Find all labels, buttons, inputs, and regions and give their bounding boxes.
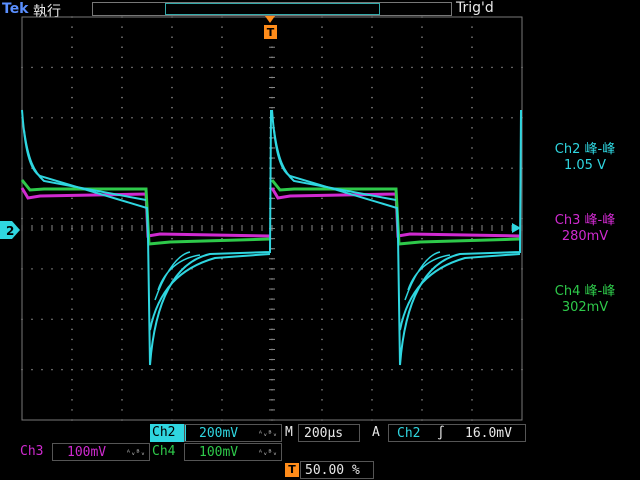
ch2-label[interactable]: Ch2 [150,424,186,442]
bandwidth-limit-icon: ᴬᵥᴮᵥ [258,448,278,457]
horizontal-position-value: 50.00 % [305,463,360,478]
waveforms [20,109,522,366]
readout-row-2: Ch3 100mV ᴬᵥᴮᵥ Ch4 100mV ᴬᵥᴮᵥ [0,443,640,461]
bandwidth-limit-icon: ᴬᵥᴮᵥ [126,448,146,457]
trigger-position-marker[interactable]: T [264,16,277,39]
graticule [21,16,523,421]
status-bar: Tek 執行 Trig'd [0,0,640,20]
ch3-label[interactable]: Ch3 [20,444,44,459]
measurement-label: Ch2 峰-峰 [554,142,616,157]
record-length-bar [92,2,452,16]
ch2-scale-box[interactable]: 200mV ᴬᵥᴮᵥ [184,424,282,442]
rising-edge-icon: ∫ [437,426,445,441]
trigger-box[interactable]: Ch2 ∫ 16.0mV [388,424,526,442]
run-state-label: 執行 [33,4,61,20]
ch2-ground-marker[interactable]: 2 [0,221,20,239]
measurement-value: 280mV [561,229,609,244]
timebase-box[interactable]: 200µs [298,424,360,442]
ch3-scale-box[interactable]: 100mV ᴬᵥᴮᵥ [52,443,150,461]
measurement-ch2: Ch2 峰-峰 1.05 V [530,142,640,174]
trigger-level-marker[interactable] [512,223,521,233]
ch2-waveform [21,109,522,366]
record-view-window [165,3,380,15]
ch2-ground-label: 2 [6,224,14,238]
ch2-waveform-persistence [154,251,451,301]
ch2-waveform-persistence [23,129,521,331]
readout-row-1: Ch2 200mV ᴬᵥᴮᵥ M 200µs A Ch2 ∫ 16.0mV [0,424,640,442]
measurement-value: 302mV [561,300,609,315]
ch4-waveform [20,179,521,246]
measurement-label: Ch4 峰-峰 [554,284,616,299]
measurement-label: Ch3 峰-峰 [554,213,616,228]
trigger-position-label: T [267,26,275,39]
ch3-scale: 100mV [67,445,107,460]
timebase-value: 200µs [304,426,344,441]
horizontal-position-icon: T [285,463,299,477]
ch2-scale: 200mV [199,426,239,441]
brand-logo: Tek [2,1,29,17]
trigger-level: 16.0mV [465,426,512,441]
trigger-mode: A [372,425,380,440]
readout-row-3: T 50.00 % [0,461,640,479]
trigger-status-label: Trig'd [456,0,494,16]
ch4-label[interactable]: Ch4 [152,444,176,459]
trigger-source: Ch2 [397,426,421,441]
measurement-ch3: Ch3 峰-峰 280mV [530,213,640,245]
bandwidth-limit-icon: ᴬᵥᴮᵥ [258,429,278,438]
measurement-ch4: Ch4 峰-峰 302mV [530,284,640,316]
ch4-scale: 100mV [199,445,239,460]
timebase-label: M [285,425,293,440]
horizontal-position-box[interactable]: 50.00 % [300,461,374,479]
measurement-value: 1.05 V [564,158,606,173]
ch4-scale-box[interactable]: 100mV ᴬᵥᴮᵥ [184,443,282,461]
